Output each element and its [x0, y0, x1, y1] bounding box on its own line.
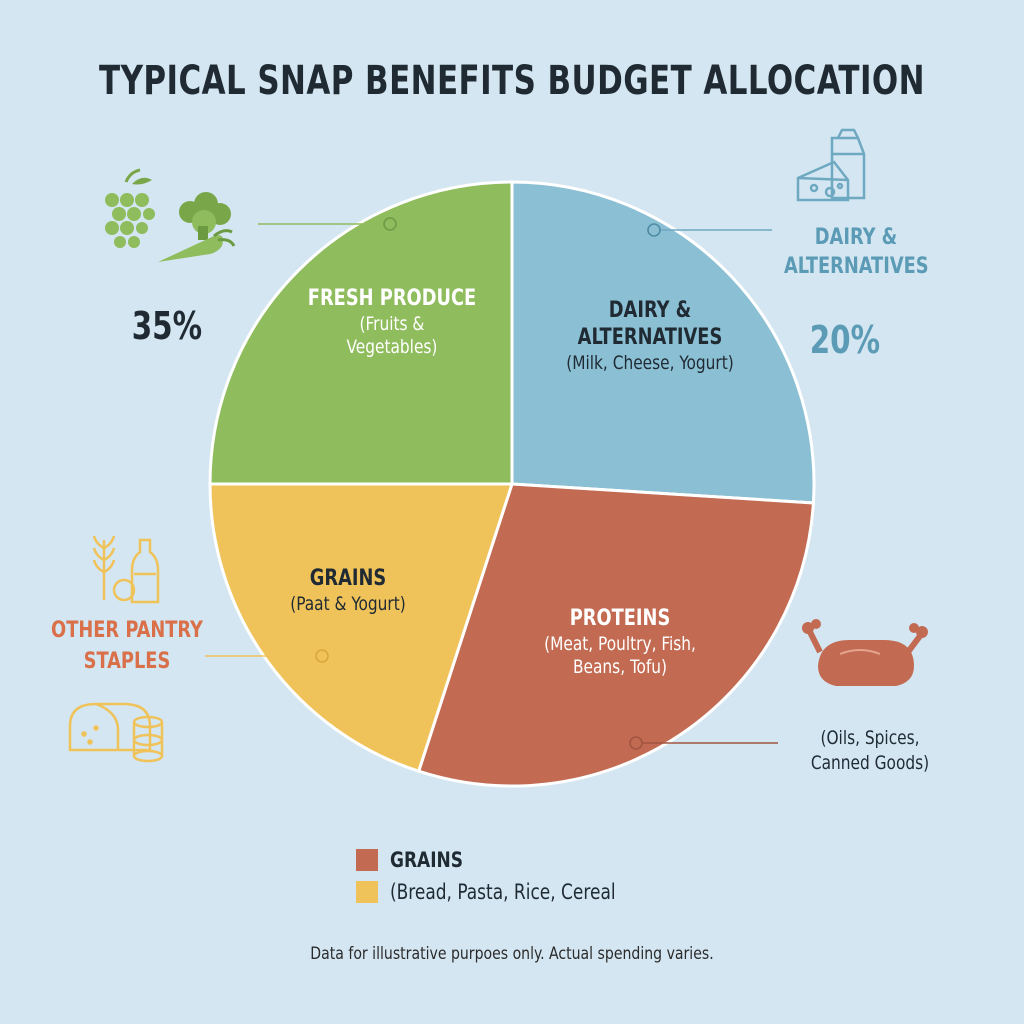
pie-slice-dairy-alternatives [510, 180, 816, 505]
slice-detail: (Milk, Cheese, Yogurt) [566, 351, 734, 374]
legend: GRAINS (Bread, Pasta, Rice, Cereal [356, 844, 641, 908]
slice-label-proteins: PROTEINS (Meat, Poultry, Fish, Beans, To… [512, 606, 728, 679]
wheat-oil-icon [92, 535, 160, 604]
callout-dairy: DAIRY & ALTERNATIVES [784, 224, 929, 281]
pie-slice-grains [208, 482, 515, 774]
slice-detail-line: Beans, Tofu) [572, 656, 668, 678]
leader-dot-oils [629, 736, 643, 750]
leader-dot-dairy [647, 223, 661, 237]
callout-oils: (Oils, Spices, Canned Goods) [798, 726, 942, 775]
pie-slices [208, 180, 816, 788]
slice-title: GRAINS [309, 566, 387, 591]
slice-label-dairy: DAIRY & ALTERNATIVES (Milk, Cheese, Yogu… [542, 298, 758, 375]
legend-item: GRAINS [356, 844, 641, 876]
callout-title-line: STAPLES [83, 648, 171, 674]
callout-percent-produce: 35% [131, 304, 203, 348]
slice-detail-line: Vegetables) [346, 336, 438, 358]
slice-title: PROTEINS [569, 606, 671, 631]
pie-slice-proteins [416, 482, 815, 788]
callout-title-line: OTHER PANTRY [51, 618, 203, 643]
legend-swatch [356, 849, 378, 871]
slice-label-grains: GRAINS (Paat & Yogurt) [258, 566, 438, 616]
chart-title: TYPICAL SNAP BENEFITS BUDGET ALLOCATION [99, 58, 925, 104]
roast-chicken-icon [802, 619, 928, 686]
slice-detail: (Paat & Yogurt) [290, 592, 406, 615]
callout-title-line: ALTERNATIVES [784, 253, 929, 279]
callout-title-line: DAIRY & [814, 225, 898, 250]
leader-dot-pantry [315, 649, 329, 663]
slice-detail-line: (Meat, Poultry, Fish, [544, 632, 696, 655]
slice-detail-line: (Fruits & [359, 312, 425, 335]
legend-item: (Bread, Pasta, Rice, Cereal [356, 876, 641, 908]
callout-detail-line: Canned Goods) [810, 751, 930, 774]
leader-dot-produce [383, 217, 397, 231]
legend-label: GRAINS [390, 848, 464, 872]
slice-title: FRESH PRODUCE [307, 286, 477, 311]
callout-detail-line: (Oils, Spices, [820, 727, 920, 749]
callout-pantry: OTHER PANTRY STAPLES [51, 616, 204, 678]
legend-label: (Bread, Pasta, Rice, Cereal [390, 880, 616, 904]
pie-slice-fresh-produce [208, 180, 514, 486]
bread-cans-icon [68, 702, 164, 763]
grapes-icon [105, 168, 155, 248]
slice-title-line: DAIRY & [608, 298, 692, 323]
slice-label-produce: FRESH PRODUCE (Fruits & Vegetables) [302, 286, 482, 359]
cheese-milk-icon [796, 128, 866, 202]
footnote: Data for illustrative purpoes only. Actu… [310, 944, 714, 964]
slice-title-line: ALTERNATIVES [577, 324, 723, 350]
callout-percent-dairy: 20% [809, 318, 881, 362]
vegetables-icon [158, 192, 236, 262]
legend-swatch [356, 881, 378, 903]
